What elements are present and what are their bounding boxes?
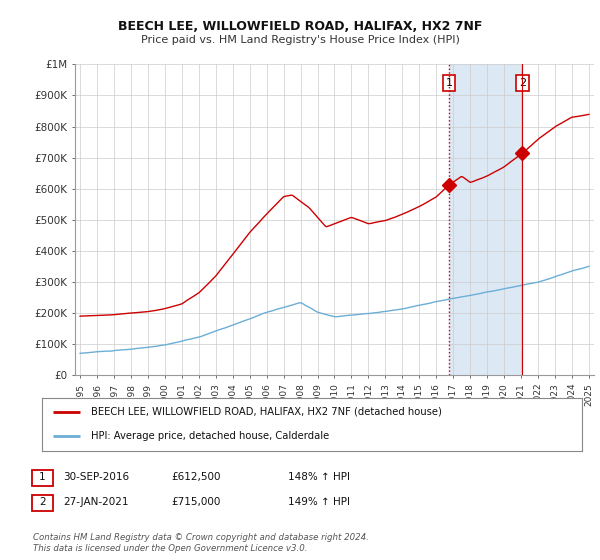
Text: 1: 1 bbox=[39, 472, 46, 482]
Bar bbox=[449, 64, 523, 375]
Text: 30-SEP-2016: 30-SEP-2016 bbox=[63, 472, 129, 482]
Text: BEECH LEE, WILLOWFIELD ROAD, HALIFAX, HX2 7NF (detached house): BEECH LEE, WILLOWFIELD ROAD, HALIFAX, HX… bbox=[91, 407, 442, 417]
Text: Price paid vs. HM Land Registry's House Price Index (HPI): Price paid vs. HM Land Registry's House … bbox=[140, 35, 460, 45]
Text: 2: 2 bbox=[519, 78, 526, 88]
Text: HPI: Average price, detached house, Calderdale: HPI: Average price, detached house, Cald… bbox=[91, 431, 329, 441]
Text: £612,500: £612,500 bbox=[171, 472, 221, 482]
Text: Contains HM Land Registry data © Crown copyright and database right 2024.
This d: Contains HM Land Registry data © Crown c… bbox=[33, 533, 369, 553]
Text: 148% ↑ HPI: 148% ↑ HPI bbox=[288, 472, 350, 482]
Text: BEECH LEE, WILLOWFIELD ROAD, HALIFAX, HX2 7NF: BEECH LEE, WILLOWFIELD ROAD, HALIFAX, HX… bbox=[118, 20, 482, 32]
Text: 1: 1 bbox=[445, 78, 452, 88]
Text: 27-JAN-2021: 27-JAN-2021 bbox=[63, 497, 128, 507]
Text: 149% ↑ HPI: 149% ↑ HPI bbox=[288, 497, 350, 507]
Text: £715,000: £715,000 bbox=[171, 497, 220, 507]
Text: 2: 2 bbox=[39, 497, 46, 507]
